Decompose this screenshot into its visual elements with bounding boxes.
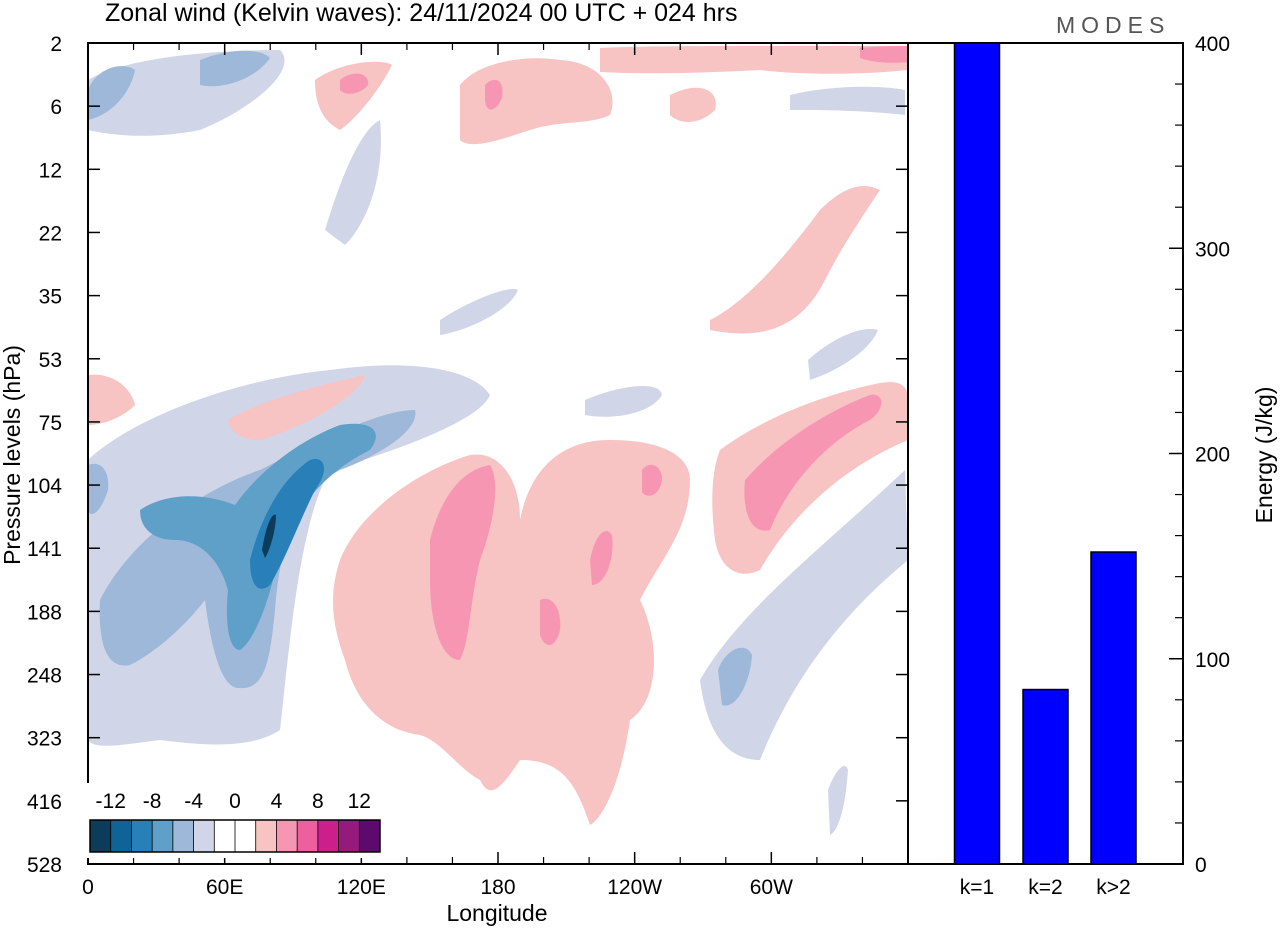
y-tick-label: 75 [39,412,62,435]
bar-y-tick-label: 100 [1195,649,1230,672]
x-tick-label: 120W [607,876,662,899]
bar-y-tick-label: 300 [1195,238,1230,261]
contour-pos-weak [600,46,908,74]
chart-title: Zonal wind (Kelvin waves): 24/11/2024 00… [105,0,738,27]
contour-neg-darkest [262,514,276,558]
y-tick-label: 53 [39,349,62,372]
contour-pos-mid [485,79,503,110]
heatmap-field [88,46,908,835]
colorbar-labels: -12 -8 -4 0 4 8 12 [96,790,371,813]
colorbar-tick-label: -8 [143,790,162,813]
x-tick-label: 60W [750,876,793,899]
y-tick-label: 141 [27,538,62,561]
contour-pos-weak [315,61,392,130]
y-tick-label: 323 [27,728,62,751]
bar-y-axis-label: Energy (J/kg) [1251,387,1277,524]
contour-neg-weak [88,365,490,746]
contour-neg-weak [790,86,905,115]
contour-pos-mid [860,46,908,63]
colorbar-swatch [317,820,340,852]
colorbar-tick-label: 12 [348,790,371,813]
colorbar-swatch [193,820,215,852]
bar-k>2 [1090,551,1137,865]
x-axis-label: Longitude [446,900,547,926]
colorbar-swatch [235,820,257,852]
contour-neg-weak [585,385,662,417]
contour-pos-weak [88,374,135,425]
bar-y-axis: 0 100 200 300 400 [1169,33,1230,877]
y-tick-label: 12 [39,159,62,182]
contour-neg-weak [325,120,381,245]
contour-neg-weak [700,470,908,760]
heatmap-x-axis: 0 60E 120E 180 120W 60W [82,43,864,899]
bar-series [953,42,1137,865]
contour-pos-mid [430,465,496,660]
y-tick-label: 248 [27,665,62,688]
brand-logo: MODES [1056,12,1170,38]
colorbar-swatch [110,820,132,852]
colorbar-swatch [338,820,360,852]
colorbar-swatch [276,820,298,852]
contour-pos-mid [590,531,613,585]
colorbar-swatch [214,820,236,852]
colorbar-swatch [172,820,195,852]
y-tick-label: 104 [27,475,62,498]
colorbar-swatch [359,820,381,852]
y-tick-label: 35 [39,286,62,309]
x-tick-label: 0 [82,876,94,899]
contour-pos-mid [642,464,662,496]
bar-y-tick-label: 200 [1195,444,1230,467]
colorbar-tick-label: -12 [96,790,126,813]
y-tick-label: 416 [27,791,62,814]
heatmap-y-axis: 2 6 12 22 35 53 75 104 141 188 248 323 416 528 [27,33,908,877]
bar-x-axis: k=1 k=2 k>2 [960,876,1131,899]
contour-neg-weak [808,329,878,380]
y-tick-label: 528 [27,854,62,877]
y-tick-label: 6 [50,96,62,119]
contour-pos-weak [460,58,613,145]
bar-k=1 [953,42,1001,865]
contour-pos-weak [333,440,690,825]
colorbar-swatch [90,820,112,852]
contour-pos-weak [670,87,716,122]
contour-pos-weak [710,186,880,334]
bar-x-tick-label: k=2 [1028,876,1062,899]
colorbar-tick-label: 4 [271,790,283,813]
contour-neg-mid [718,647,752,706]
y-tick-label: 188 [27,601,62,624]
colorbar-swatch [152,820,174,852]
x-tick-label: 120E [337,876,386,899]
bar-x-tick-label: k>2 [1096,876,1130,899]
bar-k=2 [1022,688,1069,865]
bar-x-tick-label: k=1 [960,876,994,899]
y-tick-label: 2 [50,33,62,56]
colorbar-swatch [255,820,277,852]
x-tick-label: 60E [206,876,243,899]
colorbar-swatch [131,820,153,852]
x-tick-label: 180 [480,876,515,899]
colorbar-tick-label: -4 [184,790,203,813]
y-axis-label: Pressure levels (hPa) [0,345,25,565]
contour-pos-mid [744,394,882,531]
bar-y-tick-label: 400 [1195,33,1230,56]
contour-neg-mid [200,50,270,87]
contour-neg-dark [250,459,325,589]
bar-y-tick-label: 0 [1195,854,1207,877]
contour-pos-mid [540,598,561,646]
y-tick-label: 22 [39,222,62,245]
colorbar-swatch [297,820,319,852]
contour-neg-weak [440,289,518,335]
contour-neg-mid [88,463,109,514]
colorbar-tick-label: 0 [229,790,241,813]
colorbar-tick-label: 8 [312,790,324,813]
contour-neg-weak [828,766,848,835]
colorbar [86,783,384,858]
contour-pos-weak [228,375,365,440]
contour-pos-mid [340,73,369,94]
